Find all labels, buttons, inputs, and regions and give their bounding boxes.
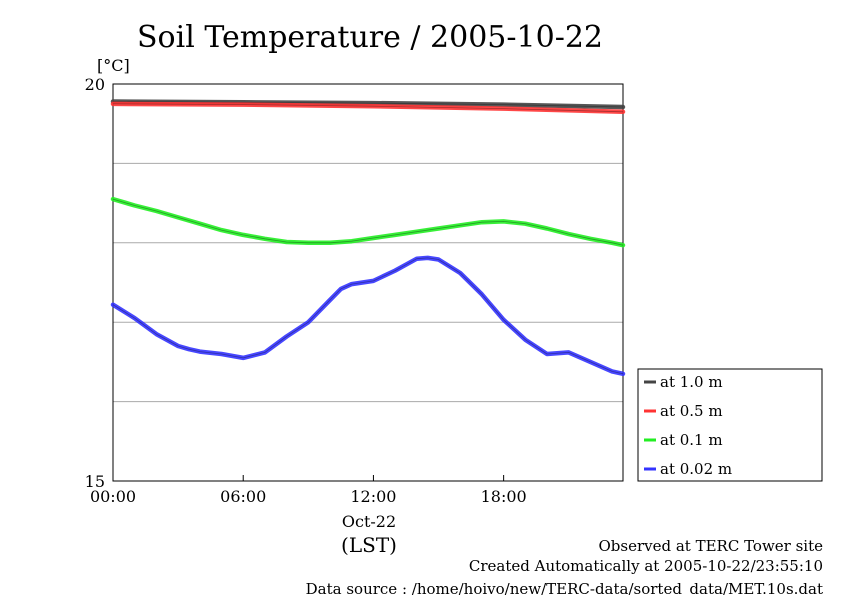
created-timestamp-text: Created Automatically at 2005-10-22/23:5… [469, 557, 823, 575]
series-line-core [112, 198, 624, 246]
series-line-core [112, 103, 624, 113]
series-line-core [112, 101, 624, 108]
series-line [110, 101, 626, 115]
x-tick-label: 06:00 [220, 487, 266, 506]
legend-label: at 0.5 m [660, 402, 723, 420]
legend-label: at 1.0 m [660, 373, 723, 391]
series-lines [110, 99, 626, 377]
x-tick-label: 12:00 [350, 487, 396, 506]
legend: at 1.0 m at 0.5 m at 0.1 m at 0.02 m [637, 368, 823, 482]
unit-label: [°C] [97, 56, 130, 75]
y-tick-label: 20 [85, 75, 105, 94]
series-line [110, 196, 626, 248]
date-label: Oct-22 [342, 512, 396, 531]
gridlines [113, 162, 623, 403]
x-axis-ticks: 00:00 06:00 12:00 18:00 [90, 475, 527, 506]
legend-box [637, 368, 823, 482]
y-tick-label: 15 [85, 472, 105, 491]
timezone-label: (LST) [341, 533, 397, 557]
observed-site-text: Observed at TERC Tower site [598, 537, 823, 555]
series-line [110, 255, 626, 377]
plot-frame [112, 83, 624, 482]
series-line-core [112, 257, 624, 375]
x-tick-label: 00:00 [90, 487, 136, 506]
data-source-text: Data source : /home/hoivo/new/TERC-data/… [306, 580, 823, 595]
chart-title: Soil Temperature / 2005-10-22 [137, 20, 603, 55]
legend-label: at 0.1 m [660, 431, 723, 449]
legend-label: at 0.02 m [660, 460, 732, 478]
series-line [110, 99, 626, 110]
x-tick-label: 18:00 [481, 487, 527, 506]
